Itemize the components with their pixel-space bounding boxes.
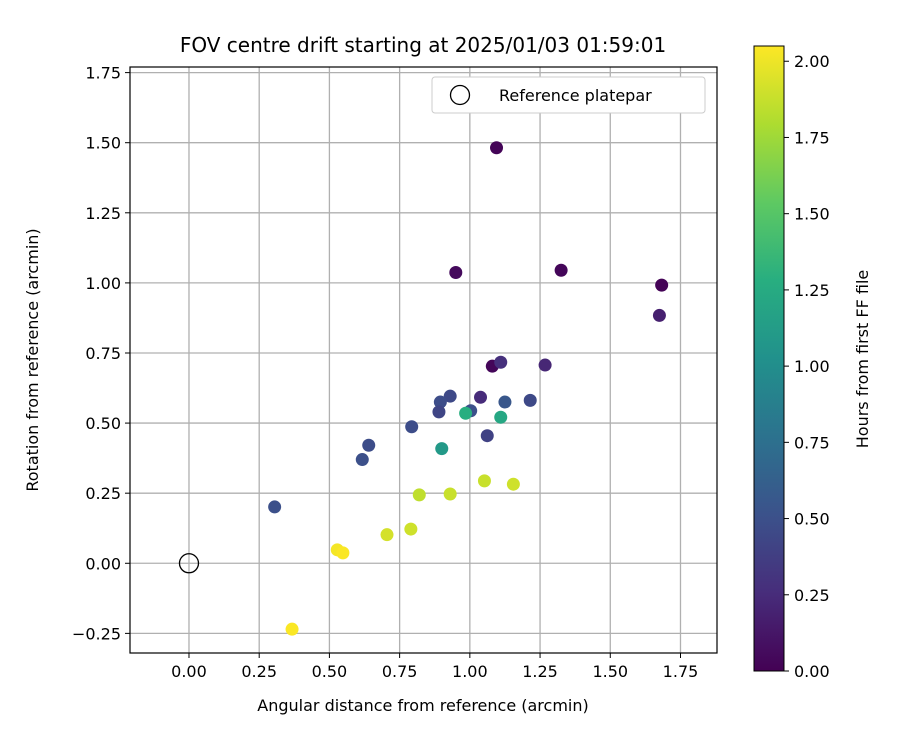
data-point <box>404 522 418 536</box>
colorbar: 0.00 0.25 0.50 0.75 1.00 1.25 1.50 1.75 2.00 Hou… <box>753 45 872 681</box>
data-point <box>498 395 512 409</box>
data-points <box>268 141 669 636</box>
colorbar-tick-label: 0.25 <box>794 586 830 605</box>
data-point <box>554 263 568 277</box>
colorbar-tick-label: 0.50 <box>794 510 830 529</box>
data-point <box>538 358 552 372</box>
data-point <box>268 500 282 514</box>
x-tick-label: 1.25 <box>522 662 558 681</box>
x-tick-label: 1.75 <box>663 662 699 681</box>
colorbar-tick-label: 0.00 <box>794 662 830 681</box>
x-axis-ticks: 0.00 0.25 0.50 0.75 1.00 1.25 1.50 1.75 <box>171 653 698 681</box>
data-point <box>435 442 449 456</box>
colorbar-tick-label: 2.00 <box>794 52 830 71</box>
x-tick-label: 0.00 <box>171 662 207 681</box>
y-tick-label: 0.50 <box>85 414 121 433</box>
data-point <box>380 528 394 542</box>
data-point <box>494 355 508 369</box>
colorbar-tick-label: 1.50 <box>794 205 830 224</box>
data-point <box>480 429 494 443</box>
y-tick-label: 0.25 <box>85 484 121 503</box>
data-point <box>443 389 457 403</box>
reference-point-layer <box>178 553 200 574</box>
reference-point-marker <box>178 553 200 574</box>
y-tick-label: 1.25 <box>85 204 121 223</box>
x-tick-label: 0.25 <box>241 662 277 681</box>
x-axis-label: Angular distance from reference (arcmin) <box>257 696 588 715</box>
colorbar-gradient <box>753 45 785 672</box>
chart-title: FOV centre drift starting at 2025/01/03 … <box>180 33 666 57</box>
data-point <box>523 393 537 407</box>
y-tick-label: 1.75 <box>85 64 121 83</box>
plot-frame <box>129 66 718 654</box>
colorbar-tick-label: 1.75 <box>794 128 830 147</box>
colorbar-tick-label: 1.00 <box>794 357 830 376</box>
y-axis-ticks: −0.25 0.00 0.25 0.50 0.75 1.00 1.25 1.50 1.75 <box>72 64 130 643</box>
x-tick-label: 1.00 <box>452 662 488 681</box>
data-point <box>490 141 504 155</box>
data-point <box>477 474 491 488</box>
legend-box <box>431 76 706 114</box>
data-point <box>443 487 457 501</box>
data-point <box>355 453 369 467</box>
data-point <box>362 438 376 452</box>
data-point <box>449 266 463 280</box>
data-point <box>336 546 350 560</box>
data-point <box>285 622 299 636</box>
y-axis-label: Rotation from reference (arcmin) <box>23 228 42 491</box>
data-point <box>474 390 488 404</box>
data-point <box>433 395 447 409</box>
y-tick-label: 0.75 <box>85 344 121 363</box>
data-point <box>506 477 520 491</box>
x-tick-label: 1.50 <box>592 662 628 681</box>
legend-marker-icon <box>449 84 471 106</box>
y-tick-label: 1.50 <box>85 134 121 153</box>
colorbar-ticks: 0.00 0.25 0.50 0.75 1.00 1.25 1.50 1.75 2.00 <box>784 52 830 681</box>
data-point <box>459 406 473 420</box>
colorbar-tick-label: 1.25 <box>794 281 830 300</box>
data-point <box>655 278 669 292</box>
y-tick-label: 0.00 <box>85 554 121 573</box>
y-tick-label: −0.25 <box>72 624 121 643</box>
y-tick-label: 1.00 <box>85 274 121 293</box>
data-point <box>405 420 419 434</box>
colorbar-label: Hours from first FF file <box>853 270 872 449</box>
data-point <box>432 405 446 419</box>
colorbar-tick-label: 0.75 <box>794 433 830 452</box>
x-tick-label: 0.75 <box>382 662 418 681</box>
data-point <box>652 308 666 322</box>
x-tick-label: 0.50 <box>312 662 348 681</box>
grid <box>130 67 717 653</box>
legend: Reference platepar <box>431 76 706 114</box>
data-point <box>412 488 426 502</box>
data-point <box>494 410 508 424</box>
legend-label: Reference platepar <box>499 86 652 105</box>
